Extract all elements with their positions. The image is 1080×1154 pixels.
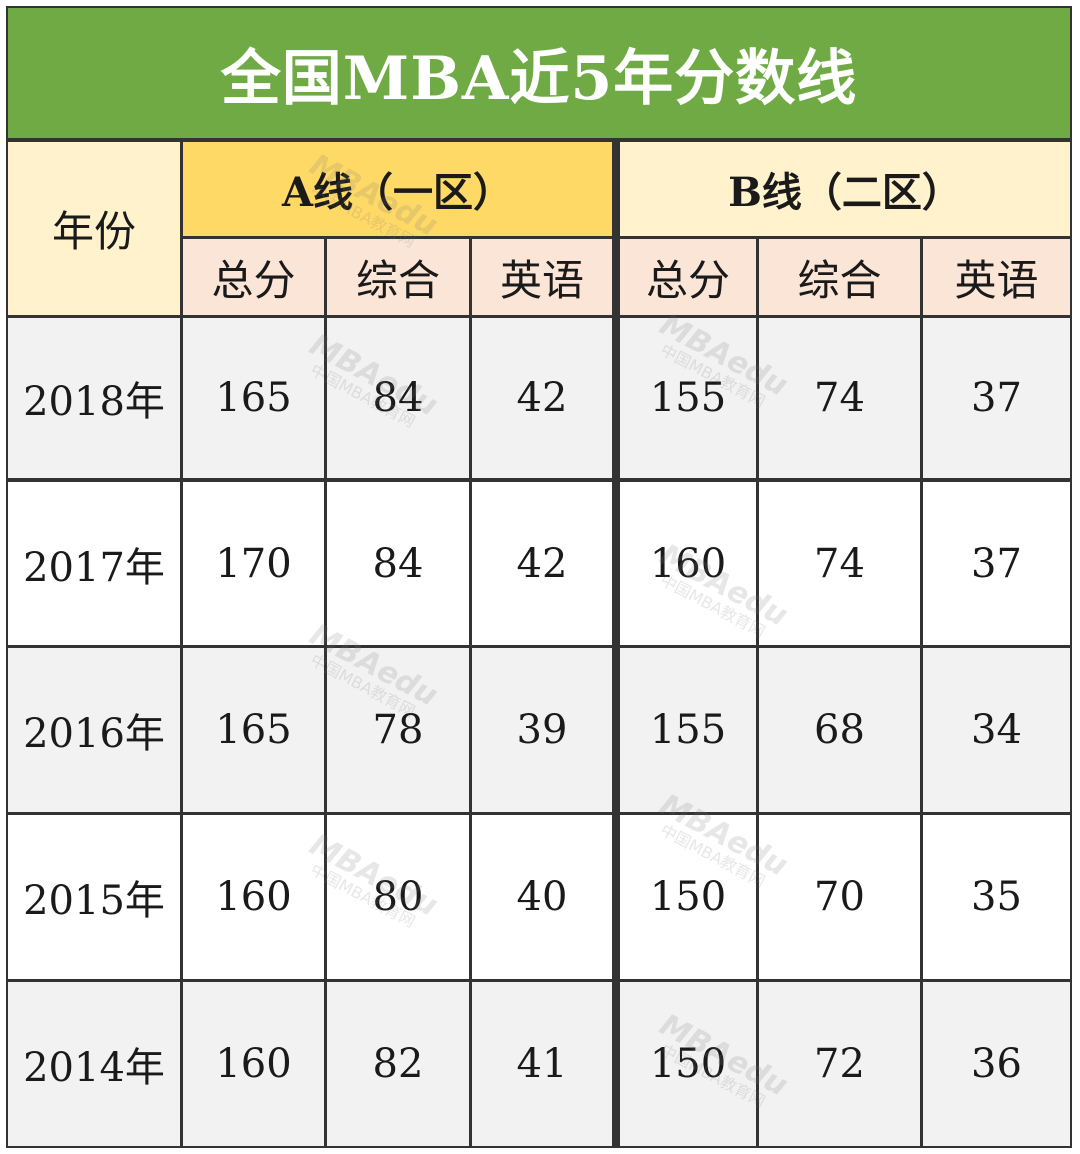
- score-cell: 68: [759, 648, 920, 812]
- score-cell: 74: [759, 482, 920, 645]
- score-cell: 150: [620, 815, 756, 979]
- score-cell: 36: [923, 982, 1070, 1146]
- year-cell: 2018年: [8, 318, 180, 478]
- year-cell: 2015年: [8, 815, 180, 979]
- score-cell: 84: [327, 318, 469, 478]
- score-cell: 37: [923, 482, 1070, 645]
- score-cell: 37: [923, 318, 1070, 478]
- score-cell: 160: [620, 482, 756, 645]
- score-cell: 170: [183, 482, 324, 645]
- sub-header: 综合: [327, 239, 469, 315]
- score-cell: 41: [472, 982, 612, 1146]
- sub-header: 综合: [759, 239, 920, 315]
- score-cell: 160: [183, 982, 324, 1146]
- score-cell: 150: [620, 982, 756, 1146]
- score-cell: 39: [472, 648, 612, 812]
- score-cell: 84: [327, 482, 469, 645]
- score-cell: 34: [923, 648, 1070, 812]
- year-cell: 2016年: [8, 648, 180, 812]
- group-b-header: B线（二区）: [620, 142, 1070, 236]
- score-cell: 165: [183, 318, 324, 478]
- score-cell: 35: [923, 815, 1070, 979]
- year-cell: 2014年: [8, 982, 180, 1146]
- score-cell: 160: [183, 815, 324, 979]
- table-title: 全国MBA近5年分数线: [8, 8, 1070, 138]
- group-a-header: A线（一区）: [183, 142, 612, 236]
- sub-header: 总分: [620, 239, 756, 315]
- sub-header: 英语: [923, 239, 1070, 315]
- score-cell: 70: [759, 815, 920, 979]
- score-cell: 74: [759, 318, 920, 478]
- score-cell: 42: [472, 482, 612, 645]
- score-cell: 80: [327, 815, 469, 979]
- score-cell: 82: [327, 982, 469, 1146]
- score-cell: 155: [620, 318, 756, 478]
- score-cell: 165: [183, 648, 324, 812]
- score-cell: 72: [759, 982, 920, 1146]
- year-column-header: 年份: [8, 142, 180, 315]
- sub-header: 总分: [183, 239, 324, 315]
- score-cell: 78: [327, 648, 469, 812]
- score-cell: 155: [620, 648, 756, 812]
- sub-header: 英语: [472, 239, 612, 315]
- score-cell: 42: [472, 318, 612, 478]
- year-cell: 2017年: [8, 482, 180, 645]
- score-cell: 40: [472, 815, 612, 979]
